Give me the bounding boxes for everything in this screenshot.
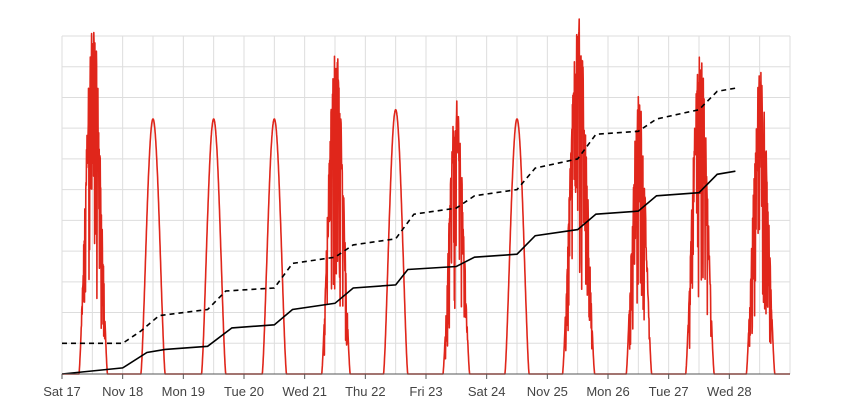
x-tick-label: Tue 27 (649, 384, 689, 399)
x-tick-label: Thu 22 (345, 384, 385, 399)
series-line-cumulative (61, 170, 736, 375)
x-tick-label: Sat 17 (43, 384, 81, 399)
x-tick-label: Nov 25 (527, 384, 568, 399)
series-line-cumulative-dashed (62, 87, 736, 345)
x-tick-label: Fri 23 (409, 384, 442, 399)
gridlines (61, 35, 791, 375)
x-tick-label: Mon 19 (162, 384, 205, 399)
x-tick-label: Nov 18 (102, 384, 143, 399)
x-tick-label: Mon 26 (586, 384, 629, 399)
x-axis: Sat 17 Nov 18 Mon 19 Tue 20 Wed 21 Thu 22 Fri … (43, 373, 790, 399)
x-tick-label: Wed 28 (707, 384, 752, 399)
x-tick-label: Wed 21 (282, 384, 327, 399)
x-tick-label: Tue 20 (224, 384, 264, 399)
x-tick-label: Sat 24 (468, 384, 506, 399)
